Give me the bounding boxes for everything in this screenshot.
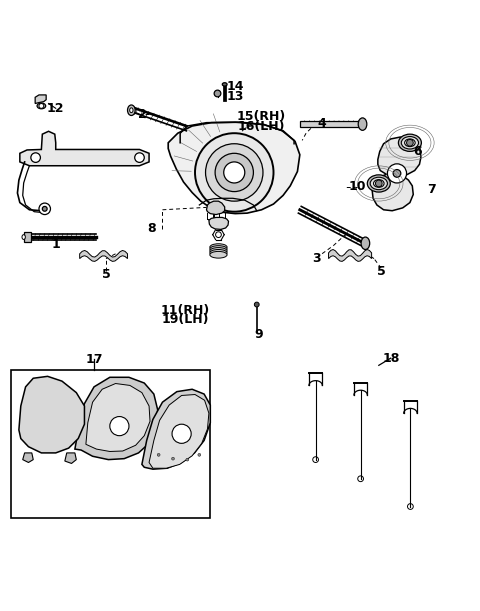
Text: 15(RH): 15(RH) [237,110,286,123]
Polygon shape [19,376,84,453]
Circle shape [407,139,413,146]
Circle shape [387,164,407,183]
Polygon shape [86,384,150,452]
Polygon shape [206,201,225,214]
Polygon shape [209,218,228,229]
Circle shape [172,424,191,444]
Ellipse shape [210,244,227,251]
Circle shape [215,153,253,192]
Polygon shape [20,131,149,166]
Circle shape [224,162,245,183]
Polygon shape [372,137,421,211]
Ellipse shape [361,237,370,249]
Ellipse shape [405,139,415,147]
Circle shape [195,133,274,211]
Polygon shape [35,95,46,103]
Circle shape [216,232,221,238]
Circle shape [110,417,129,436]
Text: 12: 12 [47,102,64,115]
Ellipse shape [222,82,227,86]
Ellipse shape [358,118,367,130]
Polygon shape [75,377,157,459]
Ellipse shape [210,249,227,256]
Text: 7: 7 [427,183,436,196]
Circle shape [214,90,221,97]
Circle shape [171,457,174,460]
Ellipse shape [130,108,133,112]
Polygon shape [149,395,209,468]
Circle shape [198,453,201,456]
Circle shape [375,180,382,187]
Circle shape [393,170,401,177]
Circle shape [254,302,259,307]
Circle shape [157,453,160,456]
Polygon shape [23,453,33,463]
Circle shape [135,153,144,163]
Polygon shape [142,389,210,469]
Text: 8: 8 [147,222,156,235]
Ellipse shape [370,177,387,189]
Bar [24,232,31,242]
Text: 4: 4 [317,117,326,130]
Ellipse shape [373,180,384,188]
Ellipse shape [37,103,46,109]
Ellipse shape [401,136,419,149]
Text: 19(LH): 19(LH) [161,313,209,326]
Polygon shape [328,249,372,262]
Text: 11(RH): 11(RH) [160,304,210,316]
Circle shape [205,144,263,201]
Polygon shape [65,453,76,463]
Polygon shape [168,122,300,214]
Ellipse shape [22,235,25,240]
Text: 14: 14 [227,80,244,93]
Ellipse shape [210,247,227,254]
Text: 6: 6 [413,145,421,158]
Bar [11,370,210,519]
Ellipse shape [210,251,227,258]
Text: 9: 9 [255,327,264,341]
Polygon shape [80,251,128,262]
Ellipse shape [128,105,135,115]
Text: 16(LH): 16(LH) [238,120,285,133]
Circle shape [31,153,40,163]
Circle shape [42,207,47,211]
Ellipse shape [210,246,227,252]
Circle shape [39,203,50,214]
Text: 5: 5 [102,268,110,281]
Text: 17: 17 [85,353,103,365]
Text: 3: 3 [312,252,321,265]
Ellipse shape [398,134,421,152]
Text: 13: 13 [227,90,244,103]
Bar [300,121,360,128]
Text: 5: 5 [377,266,385,279]
Text: 10: 10 [348,180,366,193]
Circle shape [186,458,189,461]
Ellipse shape [367,175,390,192]
Text: 2: 2 [137,108,146,120]
Circle shape [39,103,44,108]
Text: 1: 1 [51,238,60,251]
Text: 18: 18 [382,352,399,365]
